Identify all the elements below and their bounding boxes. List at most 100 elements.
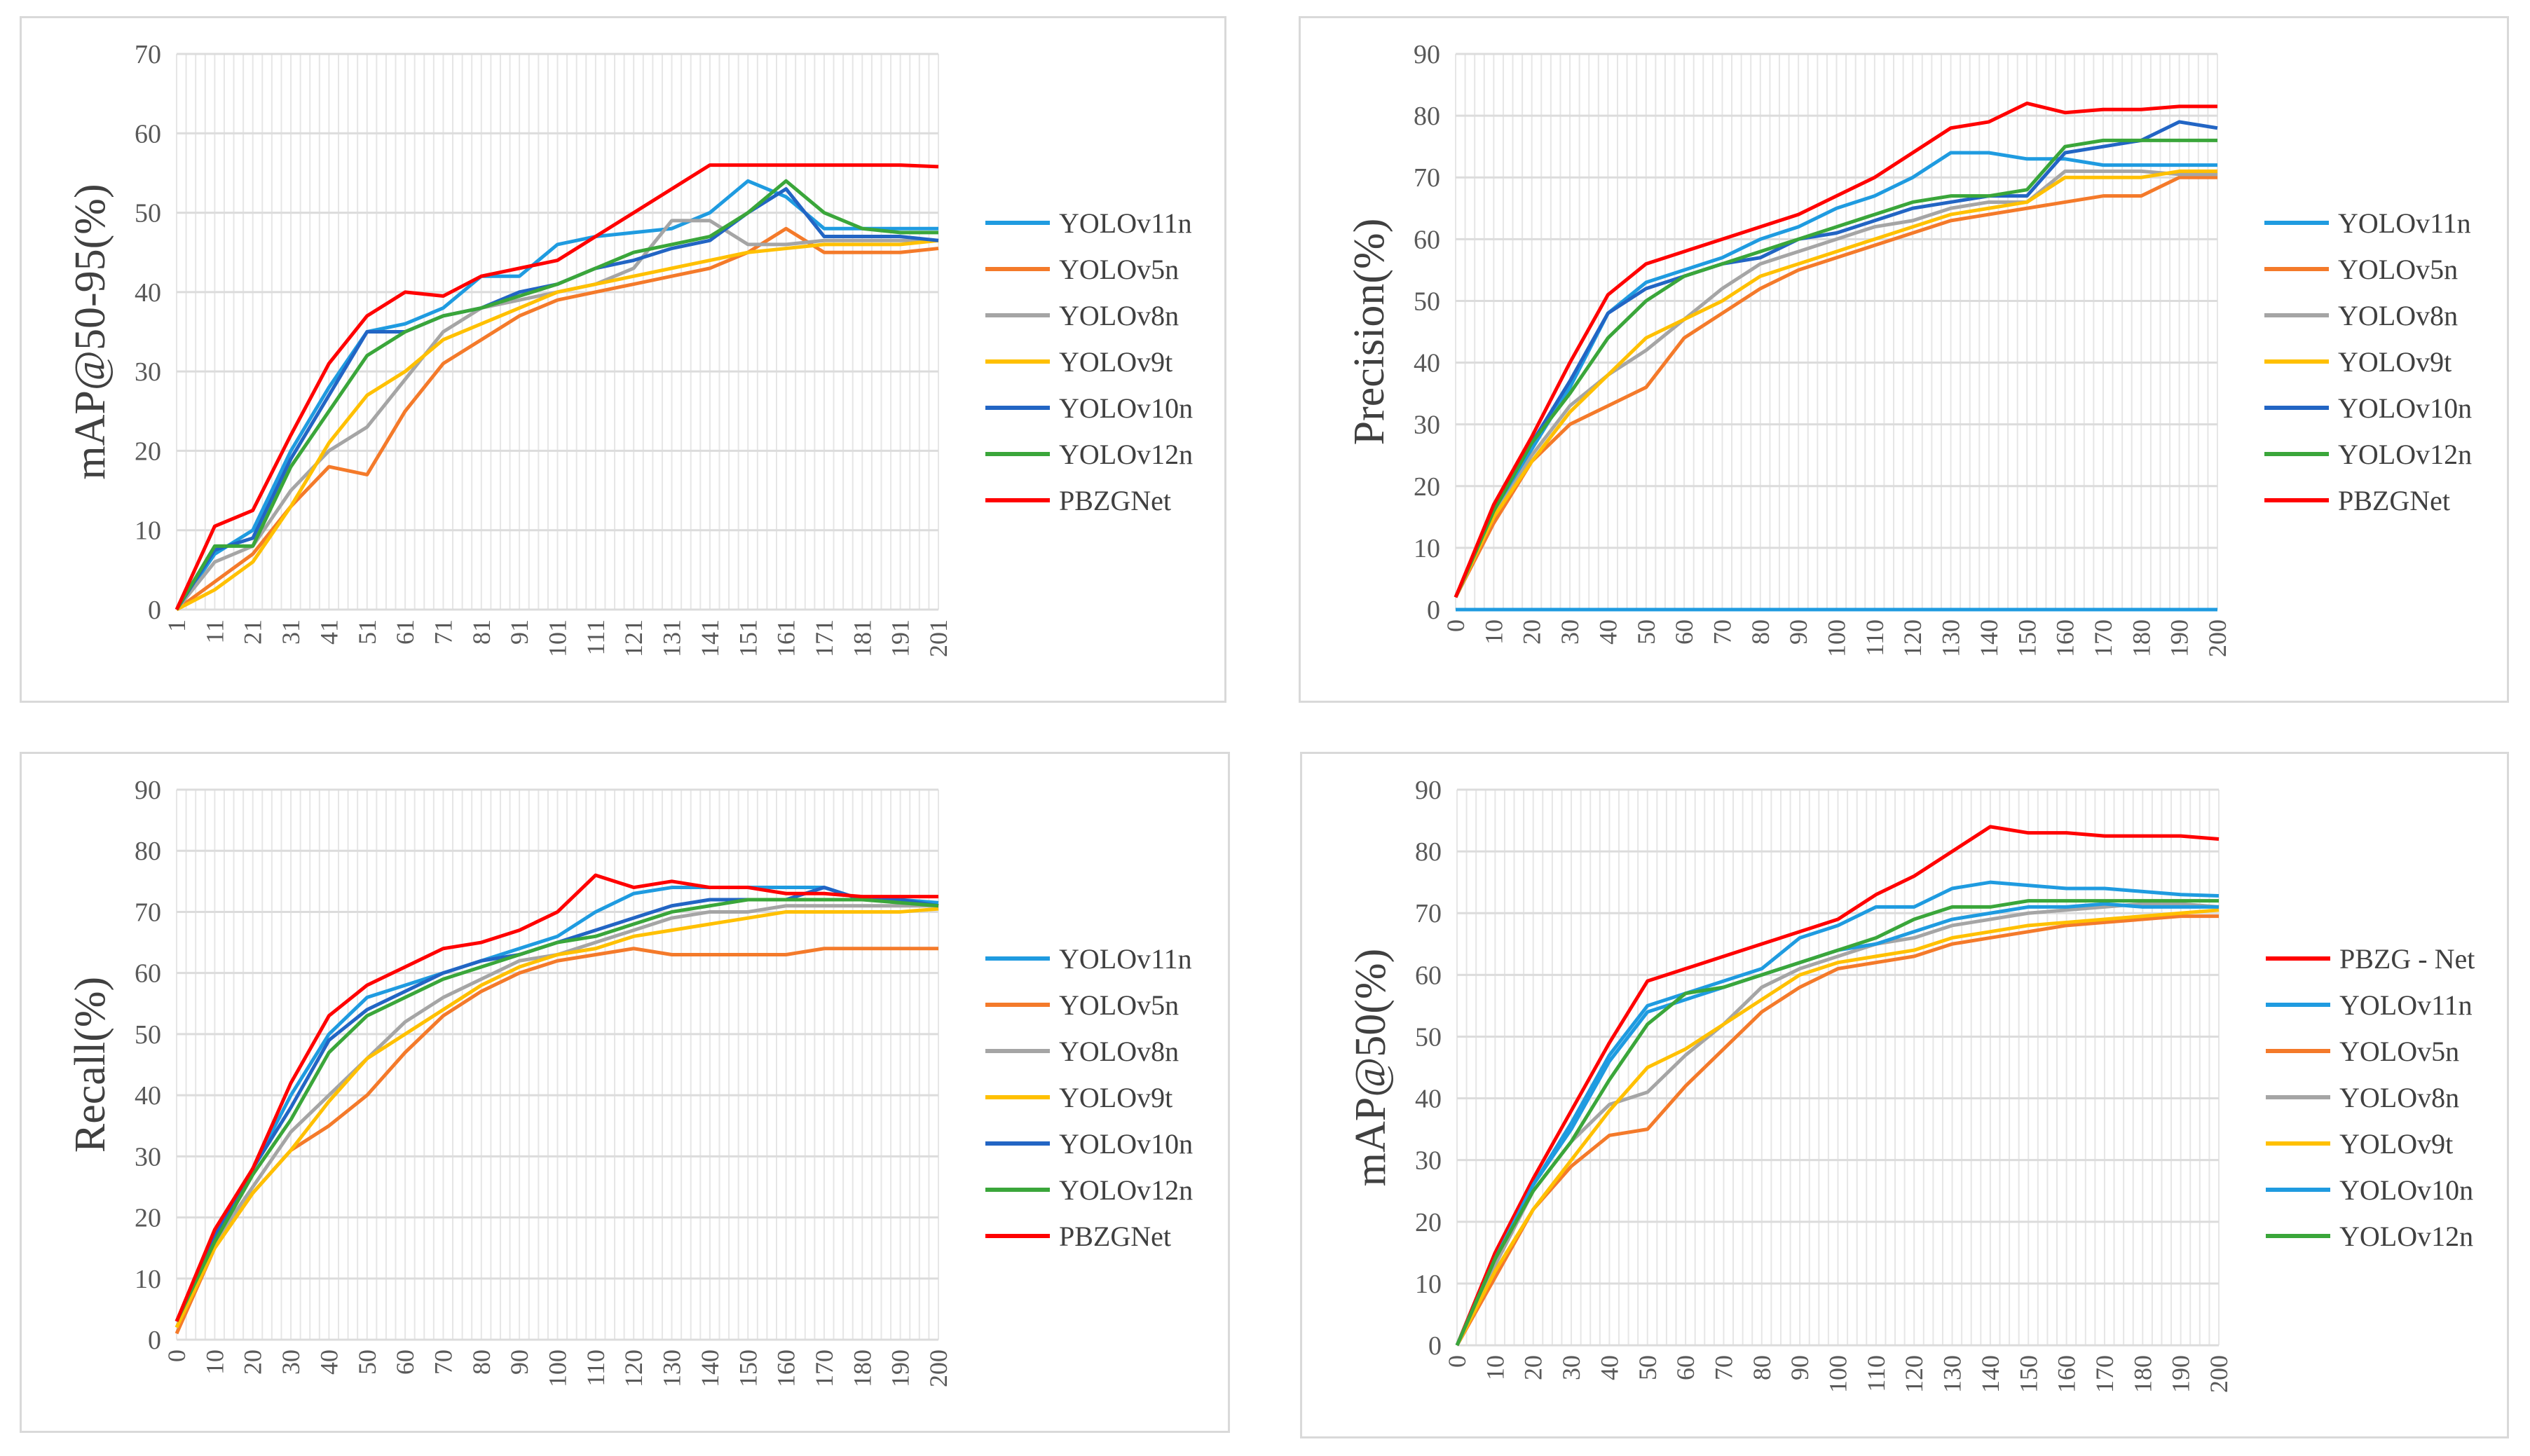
series-line-pbzgnet <box>175 873 938 1322</box>
x-tick-label: 71 <box>429 619 457 645</box>
chart-svg: 0 10 20 30 40 50 60 70 80 90 0 10 20 30 40 50 60 70 80 90 10… <box>1346 40 2472 657</box>
legend-label: YOLOv12n <box>2339 1221 2473 1252</box>
y-tick-label: 50 <box>135 1020 161 1050</box>
legend-label: YOLOv10n <box>2339 1174 2473 1206</box>
y-tick-label: 40 <box>1415 1085 1442 1114</box>
y-tick-label: 90 <box>1415 776 1442 805</box>
series-line-yolov11n <box>1455 880 2220 1347</box>
x-tick-label: 191 <box>887 619 915 657</box>
y-tick-label: 30 <box>1415 1146 1442 1176</box>
chart-recall: 0 10 20 30 40 50 60 70 80 90 0 10 20 30 40 50 60 70 80 90 10… <box>20 752 1230 1433</box>
y-tick-label: 10 <box>135 516 161 546</box>
x-tick-label: 50 <box>353 1349 381 1375</box>
x-tick-label: 30 <box>277 1349 305 1375</box>
y-tick-label: 40 <box>1414 349 1440 378</box>
x-tick-label: 110 <box>582 1349 610 1387</box>
x-tick-label: 170 <box>810 1349 838 1387</box>
y-tick-label: 80 <box>135 837 161 866</box>
y-tick-label: 10 <box>1414 534 1440 563</box>
x-tick-label: 170 <box>2091 1355 2119 1393</box>
x-tick-label: 200 <box>924 1349 952 1387</box>
chart-precision: 0 10 20 30 40 50 60 70 80 90 0 10 20 30 40 50 60 70 80 90 10… <box>1299 16 2509 703</box>
x-tick-label: 160 <box>2051 619 2079 657</box>
legend-label: YOLOv8n <box>2338 300 2458 331</box>
x-tick-label: 90 <box>505 1349 533 1375</box>
x-tick-label: 10 <box>1479 619 1507 645</box>
x-tick-label: 20 <box>1518 619 1546 645</box>
x-tick-label: 81 <box>467 619 495 645</box>
x-tick-label: 160 <box>2053 1355 2081 1393</box>
x-tick-label: 150 <box>2013 619 2041 657</box>
y-tick-label: 0 <box>148 1326 161 1355</box>
x-tick-label: 111 <box>582 619 610 655</box>
x-tick-label: 181 <box>848 619 876 657</box>
x-tick-label: 140 <box>696 1349 724 1387</box>
series-line-yolov10n <box>1454 120 2218 598</box>
x-tick-label: 20 <box>1519 1355 1547 1380</box>
x-tick-label: 170 <box>2089 619 2117 657</box>
y-tick-label: 50 <box>1415 1022 1442 1052</box>
legend-label: YOLOv5n <box>2339 1036 2459 1067</box>
legend-label: YOLOv10n <box>1059 1128 1193 1160</box>
legend-label: YOLOv12n <box>1059 439 1193 470</box>
x-tick-label: 150 <box>2014 1355 2042 1393</box>
x-tick-label: 180 <box>2128 1355 2156 1393</box>
y-tick-label: 50 <box>135 199 161 228</box>
x-tick-label: 120 <box>1900 1355 1928 1393</box>
x-tick-label: 20 <box>239 1349 267 1375</box>
y-tick-label: 90 <box>1414 40 1440 69</box>
legend-label: YOLOv8n <box>1059 300 1179 331</box>
x-tick-label: 100 <box>1823 619 1851 657</box>
legend-label: PBZGNet <box>2338 485 2450 516</box>
x-tick-label: 160 <box>772 1349 800 1387</box>
x-tick-label: 80 <box>1748 1355 1776 1380</box>
x-tick-label: 201 <box>924 619 952 657</box>
legend-label: YOLOv9t <box>2338 346 2452 378</box>
x-tick-label: 60 <box>1670 619 1698 645</box>
series-line-yolov5n <box>175 947 938 1335</box>
series-line-yolov11n <box>175 886 939 1322</box>
x-tick-label: 120 <box>1899 619 1927 657</box>
x-tick-label: 41 <box>315 619 343 645</box>
x-tick-label: 10 <box>200 1349 228 1375</box>
y-tick-label: 70 <box>135 898 161 927</box>
x-tick-label: 31 <box>277 619 305 645</box>
legend-label: YOLOv12n <box>2338 439 2472 470</box>
y-tick-label: 60 <box>135 119 161 149</box>
x-tick-label: 0 <box>1443 1355 1471 1368</box>
chart-svg: 0 10 20 30 40 50 60 70 80 90 0 10 20 30 40 50 60 70 80 90 10… <box>1347 776 2475 1393</box>
y-tick-label: 70 <box>1414 163 1440 193</box>
series-line-yolov8n <box>1455 902 2220 1347</box>
series-line-yolov9t <box>175 238 939 612</box>
y-tick-label: 30 <box>135 357 161 387</box>
x-tick-label: 190 <box>887 1349 915 1387</box>
x-tick-label: 151 <box>734 619 762 657</box>
y-tick-label: 70 <box>135 40 161 69</box>
x-tick-label: 0 <box>1442 619 1470 632</box>
y-axis-label: Recall(%) <box>67 977 114 1153</box>
legend-label: YOLOv11n <box>1059 943 1192 975</box>
x-tick-label: 130 <box>1938 1355 1967 1393</box>
x-tick-label: 50 <box>1634 1355 1662 1380</box>
x-tick-label: 30 <box>1557 1355 1585 1380</box>
chart-svg: 0 10 20 30 40 50 60 70 80 90 0 10 20 30 40 50 60 70 80 90 10… <box>67 776 1193 1387</box>
x-tick-label: 200 <box>2203 619 2231 657</box>
x-tick-label: 21 <box>239 619 267 645</box>
y-tick-label: 40 <box>135 278 161 308</box>
x-tick-label: 140 <box>1976 1355 2004 1393</box>
series-line-yolov5n <box>1454 175 2217 598</box>
x-tick-label: 0 <box>163 1349 191 1362</box>
x-tick-label: 50 <box>1632 619 1660 645</box>
series-line-yolov12n <box>1455 899 2219 1347</box>
chart-map50-95: 0 10 20 30 40 50 60 70 1 11 21 31 41 51 61 71 81 91 101 111… <box>20 16 1226 703</box>
series-line-yolov8n <box>1454 169 2217 598</box>
series-line-yolov12n <box>175 179 938 611</box>
x-tick-label: 60 <box>391 1349 419 1375</box>
x-tick-label: 130 <box>658 1349 686 1387</box>
chart-map50: 0 10 20 30 40 50 60 70 80 90 0 10 20 30 40 50 60 70 80 90 10… <box>1300 752 2509 1438</box>
y-tick-label: 20 <box>135 437 161 466</box>
x-tick-label: 190 <box>2166 619 2194 657</box>
y-tick-label: 30 <box>1414 411 1440 440</box>
y-tick-label: 70 <box>1415 899 1442 928</box>
y-tick-label: 0 <box>1427 596 1440 625</box>
